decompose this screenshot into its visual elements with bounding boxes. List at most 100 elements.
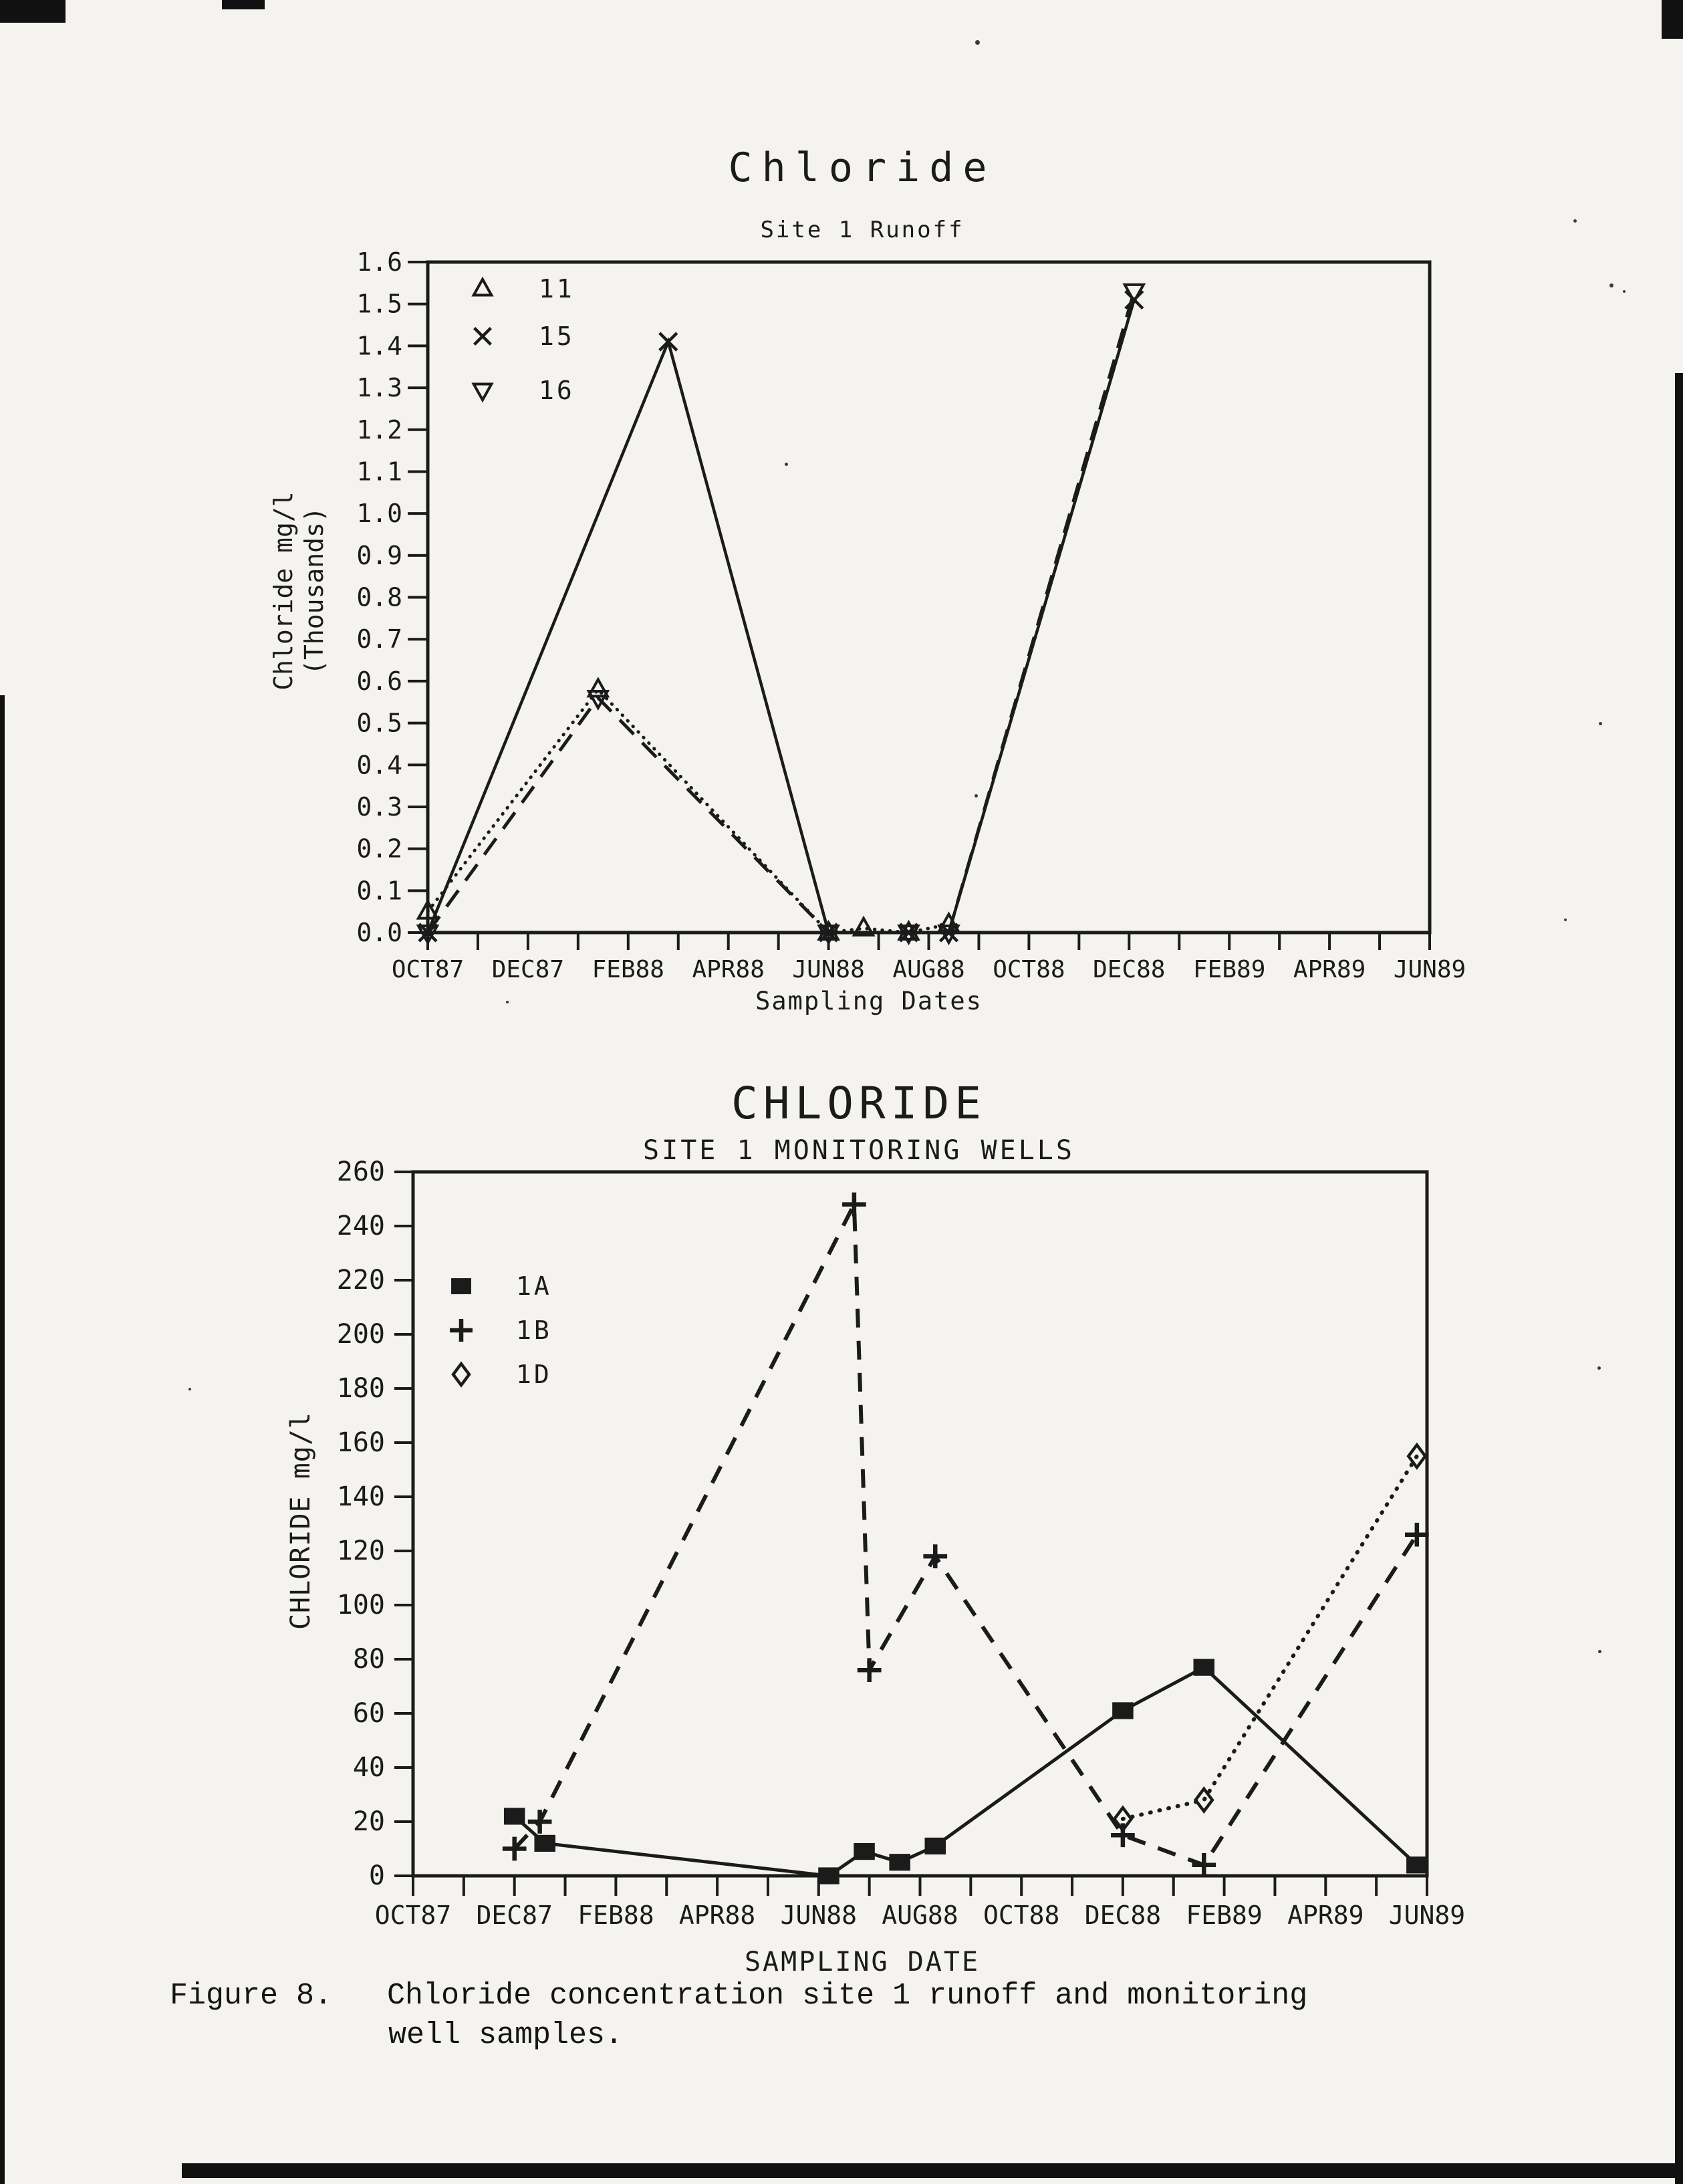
x-tick-label: OCT87 xyxy=(375,1901,451,1930)
plot-border xyxy=(426,260,1432,935)
square-marker xyxy=(818,1867,839,1885)
square-marker xyxy=(924,1837,946,1855)
plus-marker xyxy=(527,1810,552,1834)
plot-border xyxy=(411,1170,1429,1878)
triangle-up-marker xyxy=(586,677,610,698)
square-marker xyxy=(1112,1702,1134,1719)
x-tick-label: FEB88 xyxy=(592,956,664,983)
scan-artifact-bottom-band xyxy=(182,2163,1683,2178)
wells-plot: OCT87 DEC87 FEB88 APR88 JUN88 AUG88 OCT88 DEC88… xyxy=(337,1157,1465,1930)
y-tick-label: 1.5 xyxy=(356,289,402,319)
scan-artifact-top-mark xyxy=(222,0,265,9)
y-tick-label: 0.6 xyxy=(356,666,402,696)
y-tick-label: 0.3 xyxy=(356,792,402,822)
runoff-chart-subtitle: Site 1 Runoff xyxy=(760,217,964,243)
scan-artifact-left-strip xyxy=(0,695,5,2184)
figure-caption-label: Figure 8. xyxy=(170,1979,333,2013)
scan-speck xyxy=(785,463,788,466)
plus-marker xyxy=(1111,1823,1135,1848)
scan-speck xyxy=(188,1388,191,1390)
plus-marker xyxy=(923,1544,948,1568)
series-line-11 xyxy=(426,687,950,935)
y-tick-label: 1.4 xyxy=(356,331,402,360)
x-tick-label: DEC87 xyxy=(492,956,564,983)
runoff-x-axis-label: Sampling Dates xyxy=(755,987,983,1015)
y-tick-label: 0 xyxy=(369,1860,385,1891)
legend-label-1B: 1B xyxy=(516,1316,552,1345)
scan-speck xyxy=(1598,1650,1601,1653)
x-tick-label: AUG88 xyxy=(892,956,964,983)
scan-speck xyxy=(1597,1366,1601,1370)
x-tick-label: DEC88 xyxy=(1093,956,1165,983)
diamond-marker xyxy=(1112,1805,1134,1833)
x-tick-label: JUN89 xyxy=(1394,956,1466,983)
triangle-down-marker xyxy=(1122,283,1146,304)
scan-speck xyxy=(506,1001,509,1003)
x-tick-label: OCT88 xyxy=(983,1901,1059,1930)
series-line-16 xyxy=(426,291,1136,935)
wells-chart-title: CHLORIDE xyxy=(731,1078,987,1129)
triangle-down-marker xyxy=(937,925,960,946)
y-tick-label: 160 xyxy=(337,1427,385,1458)
scan-speck xyxy=(1623,290,1626,293)
x-tick-label: AUG88 xyxy=(882,1901,958,1930)
y-tick-label: 80 xyxy=(353,1644,385,1675)
runoff-y-axis-label-line1: Chloride mg/l xyxy=(269,491,298,691)
x-marker xyxy=(658,332,678,352)
legend-label-11: 11 xyxy=(539,274,575,304)
triangle-down-marker xyxy=(416,925,440,946)
x-tick-label: FEB88 xyxy=(577,1901,654,1930)
plus-marker xyxy=(1192,1852,1216,1877)
y-tick-label: 200 xyxy=(337,1319,385,1350)
series-line-1B xyxy=(513,1203,1419,1868)
x-tick-label: APR89 xyxy=(1287,1901,1364,1930)
runoff-plot: OCT87 DEC87 FEB88 APR88 JUN88 AUG88 OCT88 DEC88… xyxy=(356,247,1466,983)
x-tick-label: JUN89 xyxy=(1389,1901,1465,1930)
legend-label-1D: 1D xyxy=(516,1360,552,1389)
x-tick-label: FEB89 xyxy=(1193,956,1265,983)
triangle-up-marker xyxy=(852,915,876,937)
y-tick-label: 0.8 xyxy=(356,583,402,612)
y-tick-label: 1.3 xyxy=(356,373,402,402)
scan-speck xyxy=(1599,722,1602,725)
scan-speck xyxy=(975,40,980,45)
wells-chart-subtitle: SITE 1 MONITORING WELLS xyxy=(643,1135,1075,1166)
y-tick-label: 0.9 xyxy=(356,541,402,570)
x-tick-label: DEC87 xyxy=(477,1901,553,1930)
triangle-up-marker xyxy=(817,919,841,941)
scan-artifact-top-right xyxy=(1662,0,1683,39)
square-marker xyxy=(1193,1659,1215,1676)
y-tick-label: 0.4 xyxy=(356,750,402,779)
runoff-chart-title: Chloride xyxy=(728,144,997,191)
y-tick-label: 0.7 xyxy=(356,624,402,654)
scan-artifact-right-strip xyxy=(1675,373,1683,2184)
triangle-down-marker xyxy=(586,689,610,711)
y-tick-label: 1.6 xyxy=(356,247,402,277)
plus-marker xyxy=(450,1319,473,1342)
scan-speck xyxy=(1609,283,1613,287)
triangle-down-marker xyxy=(897,925,920,946)
square-marker xyxy=(534,1834,555,1852)
triangle-up-marker xyxy=(416,898,440,920)
x-tick-label: APR88 xyxy=(679,1901,755,1930)
series-line-15 xyxy=(426,299,1136,935)
y-tick-label: 60 xyxy=(353,1698,385,1729)
y-tick-label: 240 xyxy=(337,1211,385,1241)
square-marker xyxy=(451,1278,471,1294)
x-tick-label: APR88 xyxy=(692,956,765,983)
triangle-down-marker xyxy=(471,382,494,403)
diamond-marker xyxy=(1193,1786,1214,1814)
square-marker xyxy=(854,1842,875,1860)
y-tick-label: 20 xyxy=(353,1806,385,1837)
legend-label-16: 16 xyxy=(539,376,575,405)
triangle-down-marker xyxy=(817,925,841,946)
figure-caption-text: Chloride concentration site 1 runoff and… xyxy=(387,1979,1308,2013)
x-tick-label: DEC88 xyxy=(1085,1901,1161,1930)
square-marker xyxy=(503,1808,525,1825)
y-tick-label: 1.1 xyxy=(356,457,402,486)
y-tick-label: 1.0 xyxy=(356,499,402,528)
x-marker xyxy=(473,327,492,346)
figure-caption-line2: well samples. xyxy=(388,2018,624,2052)
